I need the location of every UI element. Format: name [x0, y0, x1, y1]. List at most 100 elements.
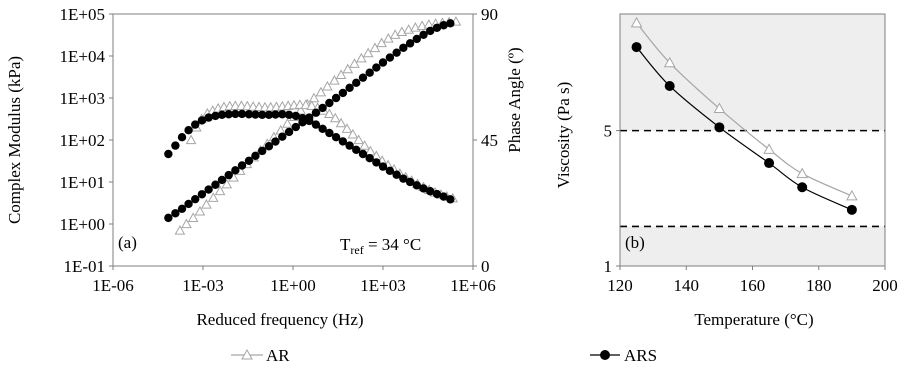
panel-a-point-ars — [217, 110, 227, 120]
panel-a-point-ars — [432, 189, 442, 199]
panel-a-point-ars — [278, 110, 287, 119]
panel-a-point-ar — [308, 92, 320, 103]
panel-a-point-ars — [392, 170, 401, 179]
panel-a-y-tick-label: 1E+05 — [60, 5, 105, 24]
panel-a-y-tick-label: 1E+00 — [60, 215, 105, 234]
legend-ars-label: ARS — [624, 346, 657, 365]
panel-a-point-ar — [207, 192, 219, 202]
panel-a-point-ars — [211, 180, 220, 189]
panel-a-point-ars — [197, 116, 207, 125]
panel-a-series-ars-phase-angle — [164, 109, 455, 204]
panel-b-ticks: 120 140 160 180 200 1 5 — [604, 122, 898, 295]
panel-a-point-ar — [300, 99, 312, 110]
panel-a-point-ars — [257, 146, 267, 156]
panel-a-point-ars — [264, 110, 274, 120]
panel-b-point-ars — [714, 122, 725, 133]
panel-b-series-ars — [631, 42, 857, 215]
panel-b-x-tick-label: 180 — [806, 276, 832, 295]
panel-a-point-ars — [291, 111, 301, 121]
legend-ar-marker — [241, 348, 253, 360]
panel-a-point-ars — [405, 177, 415, 187]
panel-a-y2-tick-label: 90 — [481, 5, 498, 24]
panel-a-point-ar — [329, 75, 340, 85]
panel-a-ticks: 1E-06 1E-03 1E+00 1E+03 1E+06 1E-01 1E+00 1E+01… — [60, 5, 498, 295]
panel-a-point-ars — [378, 162, 388, 171]
tref-symbol: T — [340, 235, 351, 254]
tref-subscript: ref — [350, 243, 363, 257]
panel-a-point-ars — [191, 194, 200, 204]
panel-a-point-ars — [331, 93, 341, 103]
panel-a-point-ars — [432, 23, 442, 32]
panel-a-point-ars — [298, 113, 307, 123]
panel-a-point-ar — [201, 199, 212, 209]
panel-a-point-ars — [164, 213, 173, 223]
panel-a-point-ars — [392, 48, 401, 57]
legend-ars-marker — [600, 350, 610, 360]
panel-a-point-ars — [164, 149, 173, 159]
panel-a-point-ars — [378, 58, 388, 67]
panel-a-point-ar — [322, 80, 333, 91]
panel-a-point-ars — [271, 137, 280, 146]
panel-a-point-ars — [204, 185, 213, 194]
panel-a-point-ar — [356, 52, 367, 63]
panel-a-point-ars — [439, 192, 448, 201]
panel-a-point-ars — [352, 78, 361, 88]
panel-a-point-ar — [221, 178, 233, 189]
panel-a-point-ars — [224, 110, 233, 119]
panel-a-point-ar — [174, 224, 186, 235]
panel-a-y2-tick-label: 0 — [481, 257, 490, 276]
panel-a-point-ars — [372, 63, 381, 72]
panel-a-point-ars — [231, 109, 240, 119]
panel-a-y-tick-label: 1E+03 — [60, 89, 105, 108]
panel-a-point-ar — [389, 29, 401, 39]
panel-a-point-ars — [171, 209, 180, 218]
panel-a-point-ar — [341, 123, 353, 133]
panel-a-point-ars — [426, 26, 435, 36]
panel-a-point-ars — [257, 110, 267, 120]
panel-a-point-ars — [171, 141, 180, 150]
panel-b-point-ars — [846, 204, 857, 215]
panel-b-x-tick-label: 120 — [607, 276, 633, 295]
panel-a-x-tick-label: 1E-06 — [92, 276, 134, 295]
panel-a-point-ars — [311, 108, 321, 117]
panel-a-x-tick-label: 1E+06 — [450, 276, 495, 295]
panel-a-point-ars — [224, 170, 233, 180]
panel-a-point-ar — [214, 185, 226, 196]
panel-b-point-ar — [846, 189, 858, 201]
panel-b-series-ar — [630, 16, 858, 201]
panel-a-point-ars — [412, 181, 422, 190]
panel-a-point-ars — [244, 156, 254, 165]
panel-a-point-ars — [331, 133, 341, 142]
panel-a-point-ars — [177, 133, 187, 142]
panel-a-point-ars — [197, 190, 207, 199]
panel-a-point-ars — [325, 98, 334, 108]
panel-a-point-ar — [282, 118, 293, 128]
panel-b-shaded-region-upper — [620, 14, 885, 131]
panel-a-point-ars — [217, 175, 227, 185]
panel-b-y-tick-label: 1 — [604, 257, 613, 276]
panel-a-x-tick-label: 1E+00 — [270, 276, 315, 295]
panel-a-point-ars — [338, 88, 348, 98]
panel-a-y2-tick-label: 45 — [481, 131, 498, 150]
panel-a-point-ars — [365, 154, 374, 163]
panel-a-point-ars — [446, 195, 455, 204]
panel-a-point-ar — [349, 58, 360, 68]
panel-a-point-ars — [264, 142, 274, 151]
panel-a-point-ars — [372, 158, 381, 167]
panel-a-point-ars — [177, 204, 187, 214]
panel-a-point-ars — [251, 151, 260, 161]
panel-a-point-ars — [365, 68, 374, 77]
panel-a-point-ars — [358, 73, 368, 82]
panel-b-point-ar — [796, 167, 809, 179]
panel-a-point-ar — [194, 205, 206, 216]
panel-b-shaded-region-lower — [620, 226, 885, 266]
panel-b-point-ar — [663, 56, 676, 68]
panel-a-point-ars — [385, 166, 395, 175]
panel-a-y-tick-label: 1E-01 — [63, 257, 105, 276]
panel-a-point-ars — [244, 110, 254, 119]
panel-a-point-ars — [385, 53, 395, 62]
panel-b-series — [630, 16, 858, 215]
panel-a-point-ars — [446, 19, 455, 28]
panel-a-point-ar — [295, 104, 307, 115]
tref-value: = 34 °C — [364, 235, 421, 254]
